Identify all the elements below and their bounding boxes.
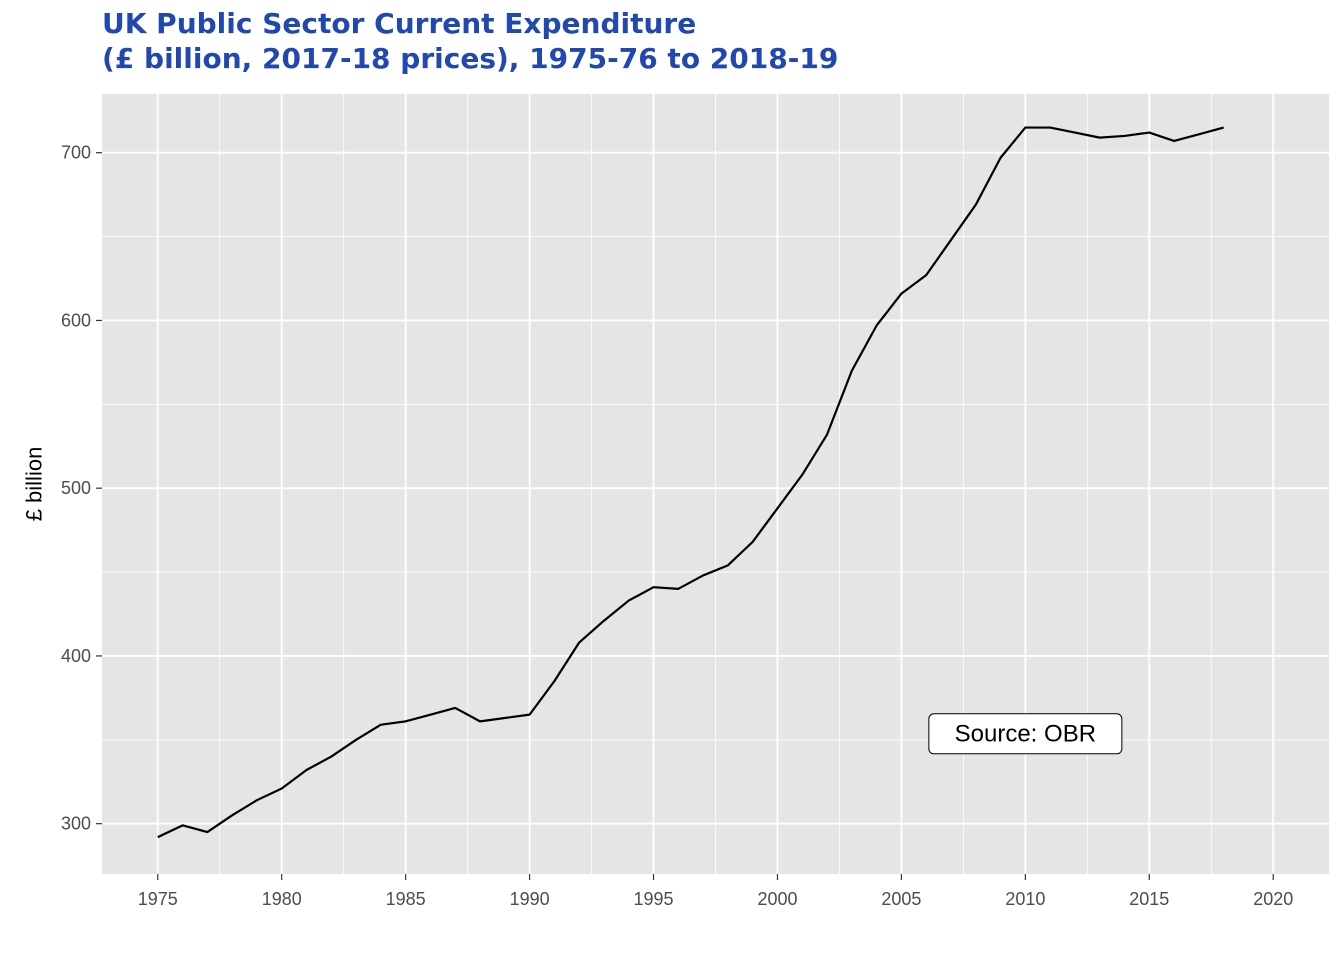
source-annotation-box [928, 713, 1123, 755]
minor-gridlines [102, 94, 1329, 908]
x-tick-label: 1995 [634, 889, 674, 909]
chart-title-line-1: UK Public Sector Current Expenditure [102, 7, 697, 40]
x-axis: 1975 1980 1985 1990 1995 2000 2005 2010 2015 2020 [138, 874, 1293, 909]
y-tick-label: 700 [61, 143, 91, 163]
major-gridlines [102, 94, 1329, 874]
x-tick-label: 2015 [1129, 889, 1169, 909]
y-axis: 300 400 500 600 700 [61, 143, 102, 834]
y-tick-label: 600 [61, 310, 91, 330]
y-axis-title: £ billion [22, 447, 47, 522]
x-tick-label: 1975 [138, 889, 178, 909]
source-annotation: Source: OBR [928, 713, 1123, 755]
x-tick-label: 1985 [386, 889, 426, 909]
x-tick-label: 2005 [881, 889, 921, 909]
series-line [157, 126, 1224, 839]
x-tick-label: 2010 [1005, 889, 1045, 909]
y-tick-label: 300 [61, 814, 91, 834]
chart-title: UK Public Sector Current Expenditure (£ … [102, 6, 838, 76]
y-tick-label: 400 [61, 646, 91, 666]
chart-title-line-2: (£ billion, 2017-18 prices), 1975-76 to … [102, 42, 839, 75]
y-tick-label: 500 [61, 478, 91, 498]
x-tick-label: 2000 [757, 889, 797, 909]
source-annotation-text: Source: OBR [955, 720, 1096, 747]
x-tick-label: 2020 [1253, 889, 1293, 909]
x-tick-label: 1990 [510, 889, 550, 909]
x-tick-label: 1980 [262, 889, 302, 909]
